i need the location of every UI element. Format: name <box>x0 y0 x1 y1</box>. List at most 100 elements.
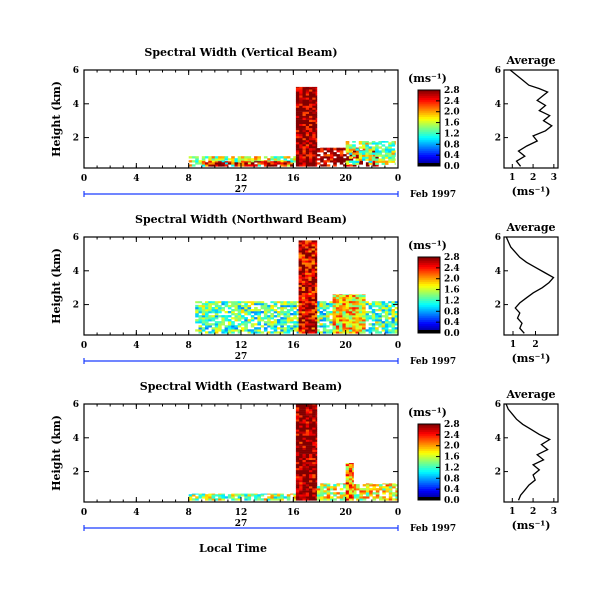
heatmap-cell <box>388 144 392 147</box>
heatmap-cell <box>299 93 303 96</box>
heatmap-cell <box>277 161 281 163</box>
heatmap-cell <box>295 111 300 114</box>
heatmap-cell <box>316 158 321 161</box>
heatmap-cell <box>308 252 312 255</box>
heatmap-cell <box>299 498 303 501</box>
heatmap-cell <box>330 160 334 163</box>
heatmap-cell <box>312 95 316 98</box>
heatmap-cell <box>312 105 316 108</box>
heatmap-cell <box>305 294 309 298</box>
heatmap-cell <box>295 476 300 479</box>
colorbar-band <box>418 270 440 273</box>
heatmap-cell <box>358 142 363 145</box>
heatmap-cell <box>315 488 318 491</box>
heatmap-cell <box>241 156 245 159</box>
heatmap-cell <box>384 307 389 310</box>
heatmap-cell <box>301 292 306 296</box>
heatmap-cell <box>308 292 312 296</box>
heatmap-cell <box>352 471 354 475</box>
heatmap-cell <box>295 433 300 436</box>
colorbar-band <box>418 105 440 108</box>
heatmap-cell <box>298 327 303 330</box>
heatmap-cell <box>315 411 318 414</box>
heatmap-cell <box>305 158 310 161</box>
heatmap-cell <box>391 315 396 318</box>
colorbar-band <box>418 293 440 296</box>
heatmap-cell <box>384 150 389 153</box>
heatmap-cell <box>312 439 316 442</box>
heatmap-cell <box>231 329 235 332</box>
heatmap-cell <box>286 331 291 334</box>
heatmap-cell <box>302 435 307 438</box>
heatmap-cell <box>208 331 212 334</box>
panel-title: Spectral Width (Eastward Beam) <box>140 380 342 393</box>
colorbar-band <box>418 439 440 442</box>
heatmap-cell <box>333 158 337 161</box>
heatmap-cell <box>329 304 333 308</box>
heatmap-cell <box>388 490 393 493</box>
heatmap-cell <box>305 86 310 88</box>
heatmap-cell <box>312 447 316 450</box>
heatmap-cell <box>316 154 321 157</box>
heatmap-cell <box>298 260 303 263</box>
heatmap-cell <box>330 486 334 489</box>
heatmap-cell <box>244 304 248 308</box>
heatmap-cell <box>339 317 343 320</box>
heatmap-cell <box>326 484 331 487</box>
heatmap-cell <box>316 301 320 304</box>
heatmap-cell <box>302 152 307 155</box>
heatmap-cell <box>241 317 245 320</box>
heatmap-cell <box>359 160 363 163</box>
heatmap-cell <box>267 162 271 165</box>
heatmap-cell <box>345 463 350 467</box>
colorbar-band <box>418 268 440 271</box>
heatmap-cell <box>305 471 310 475</box>
heatmap-cell <box>295 109 300 112</box>
heatmap-cell <box>315 113 318 116</box>
heatmap-cell <box>273 161 278 163</box>
average-x-tick-label: 1 <box>509 173 515 183</box>
heatmap-cell <box>352 319 356 322</box>
heatmap-cell <box>345 488 350 491</box>
heatmap-cell <box>305 280 309 283</box>
heatmap-cell <box>309 152 313 155</box>
heatmap-cell <box>299 478 303 481</box>
heatmap-cell <box>295 482 300 485</box>
heatmap-cell <box>355 296 360 300</box>
colorbar-band <box>418 444 440 448</box>
heatmap-cell <box>311 294 316 298</box>
x-tick-label: 4 <box>133 174 139 184</box>
heatmap-cell <box>314 276 318 279</box>
heatmap-cell <box>315 494 318 497</box>
heatmap-cell <box>299 129 303 133</box>
heatmap-cell <box>273 162 278 165</box>
heatmap-cell <box>305 276 309 279</box>
heatmap-cell <box>343 483 347 485</box>
heatmap-cell <box>305 476 310 479</box>
heatmap-cell <box>309 133 313 137</box>
heatmap-cell <box>208 494 212 497</box>
heatmap-cell <box>227 329 232 332</box>
heatmap-cell <box>308 268 312 271</box>
heatmap-cell <box>342 319 346 322</box>
heatmap-cell <box>391 301 396 304</box>
heatmap-cell <box>362 154 366 157</box>
heatmap-cell <box>299 488 303 491</box>
heatmap-cell <box>348 323 353 326</box>
heatmap-cell <box>267 323 271 326</box>
heatmap-cell <box>335 325 340 328</box>
heatmap-cell <box>312 435 316 438</box>
heatmap-cell <box>378 309 382 312</box>
heatmap-cell <box>392 486 396 489</box>
heatmap-cell <box>378 315 382 318</box>
colorbar-band <box>418 463 440 467</box>
heatmap-cell <box>326 492 331 495</box>
heatmap-cell <box>355 162 360 165</box>
heatmap-cell <box>308 276 312 279</box>
heatmap-cell <box>205 321 209 324</box>
heatmap-cell <box>305 268 309 271</box>
heatmap-cell <box>250 329 255 332</box>
heatmap-cell <box>371 309 376 312</box>
heatmap-cell <box>201 304 206 308</box>
heatmap-cell <box>295 103 300 106</box>
